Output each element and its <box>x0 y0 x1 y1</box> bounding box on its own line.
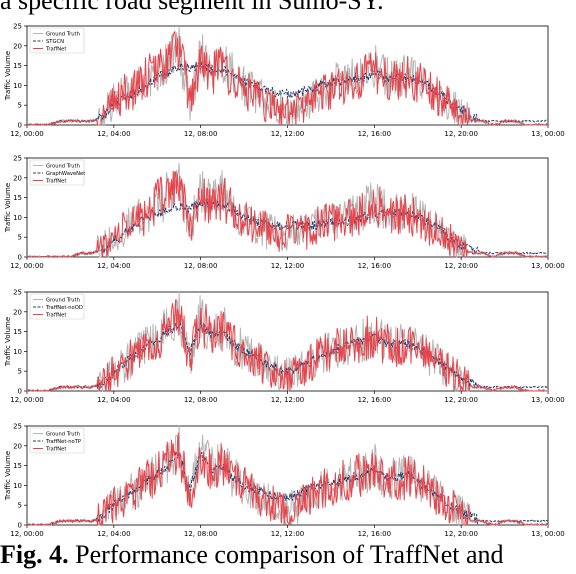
x-tick-label: 12, 16:00 <box>358 130 392 138</box>
x-tick-label: 12, 16:00 <box>358 262 392 270</box>
legend-label: TraffNet-noOD <box>45 305 83 311</box>
legend-box <box>29 293 85 320</box>
y-tick-label: 0 <box>18 522 22 530</box>
y-tick-label: 25 <box>13 289 22 297</box>
x-tick-label: 12, 12:00 <box>271 396 305 404</box>
y-tick-label: 20 <box>13 42 22 50</box>
legend-box <box>29 27 85 54</box>
y-tick-label: 10 <box>13 82 22 90</box>
y-tick-label: 20 <box>13 308 22 316</box>
y-tick-label: 10 <box>13 214 22 222</box>
figure-charts: 0 5 10 15 20 25 12, 00:00 12, 04:00 12, 08:00 12,… <box>4 23 565 539</box>
chart-panel-2: 0 5 10 15 20 25 12, 00:00 12, 04:00 12, 08:00 12,… <box>4 155 565 271</box>
legend-label: TraffNet-noTP <box>45 439 81 445</box>
series-line-traffnet <box>26 170 548 258</box>
y-axis-label: Traffic Volume <box>4 317 12 367</box>
y-tick-label: 5 <box>18 234 22 242</box>
series-line-traffnet <box>26 432 549 526</box>
figure-label: Fig. 4. <box>0 540 69 569</box>
y-tick-label: 5 <box>18 502 22 510</box>
y-tick-label: 10 <box>13 482 22 490</box>
y-tick-label: 15 <box>13 62 22 70</box>
x-tick-label: 13, 00:00 <box>531 262 565 270</box>
x-tick-label: 13, 00:00 <box>531 396 565 404</box>
top-caption-text: a specific road segment in Sumo-SY. <box>0 0 384 15</box>
y-tick-label: 0 <box>18 388 22 396</box>
y-tick-label: 15 <box>13 328 22 336</box>
y-tick-label: 0 <box>18 122 22 130</box>
series-line-baseline <box>26 61 548 126</box>
x-tick-label: 12, 16:00 <box>358 530 392 538</box>
x-tick-label: 12, 20:00 <box>444 396 478 404</box>
legend-label: TraffNet <box>45 47 66 53</box>
y-tick-label: 25 <box>13 23 22 31</box>
chart-panel-4: 0 5 10 15 20 25 12, 00:00 12, 04:00 12, 08:00 12,… <box>4 423 565 539</box>
series-line-baseline <box>27 198 549 258</box>
chart-panel-3: 0 5 10 15 20 25 12, 00:00 12, 04:00 12, 08:00 12,… <box>4 289 565 405</box>
x-tick-label: 12, 00:00 <box>10 262 44 270</box>
x-tick-label: 12, 08:00 <box>184 130 218 138</box>
legend-label: Ground Truth <box>46 432 80 438</box>
y-axis-label: Traffic Volume <box>4 451 12 501</box>
x-tick-label: 12, 04:00 <box>97 130 131 138</box>
x-tick-label: 13, 00:00 <box>531 130 565 138</box>
y-tick-label: 5 <box>18 368 22 376</box>
legend-label: Ground Truth <box>46 298 80 304</box>
figure-caption-text: Performance comparison of TraffNet and <box>68 540 504 569</box>
y-tick-label: 5 <box>18 102 22 110</box>
y-tick-label: 15 <box>13 462 22 470</box>
legend-label: TraffNet <box>45 179 66 185</box>
legend-label: Ground Truth <box>46 164 80 170</box>
x-tick-label: 12, 20:00 <box>444 130 478 138</box>
y-tick-label: 0 <box>18 254 22 262</box>
series-line-traffnet <box>27 299 548 392</box>
figure-caption: Fig. 4. Performance comparison of TraffN… <box>0 540 576 574</box>
y-axis-label: Traffic Volume <box>4 183 12 233</box>
x-tick-label: 12, 00:00 <box>10 530 44 538</box>
legend-label: Ground Truth <box>46 32 80 38</box>
legend-label: STGCN <box>46 39 64 45</box>
x-tick-label: 12, 04:00 <box>97 530 131 538</box>
x-tick-label: 12, 00:00 <box>10 130 44 138</box>
y-axis-label: Traffic Volume <box>4 51 12 101</box>
x-tick-label: 12, 04:00 <box>97 262 131 270</box>
x-tick-label: 12, 12:00 <box>271 262 305 270</box>
legend-label: GraphWaveNet <box>46 171 85 177</box>
x-tick-label: 13, 00:00 <box>531 530 565 538</box>
y-tick-label: 25 <box>13 155 22 163</box>
legend-label: TraffNet <box>45 313 66 319</box>
y-tick-label: 20 <box>13 174 22 182</box>
series-line-traffnet <box>26 31 548 126</box>
x-tick-label: 12, 12:00 <box>271 130 305 138</box>
legend-label: TraffNet <box>45 447 66 453</box>
x-tick-label: 12, 08:00 <box>184 262 218 270</box>
x-tick-label: 12, 08:00 <box>184 530 218 538</box>
x-tick-label: 12, 20:00 <box>444 530 478 538</box>
y-tick-label: 20 <box>13 442 22 450</box>
chart-panel-1: 0 5 10 15 20 25 12, 00:00 12, 04:00 12, 08:00 12,… <box>4 23 565 139</box>
legend-box <box>29 159 85 186</box>
y-tick-label: 25 <box>13 423 22 431</box>
x-tick-label: 12, 04:00 <box>97 396 131 404</box>
x-tick-label: 12, 12:00 <box>271 530 305 538</box>
legend-box <box>29 427 85 454</box>
x-tick-label: 12, 00:00 <box>10 396 44 404</box>
x-tick-label: 12, 16:00 <box>358 396 392 404</box>
x-tick-label: 12, 08:00 <box>184 396 218 404</box>
x-tick-label: 12, 20:00 <box>444 262 478 270</box>
series-line-ground-truth <box>27 162 549 258</box>
y-tick-label: 15 <box>13 194 22 202</box>
y-tick-label: 10 <box>13 348 22 356</box>
